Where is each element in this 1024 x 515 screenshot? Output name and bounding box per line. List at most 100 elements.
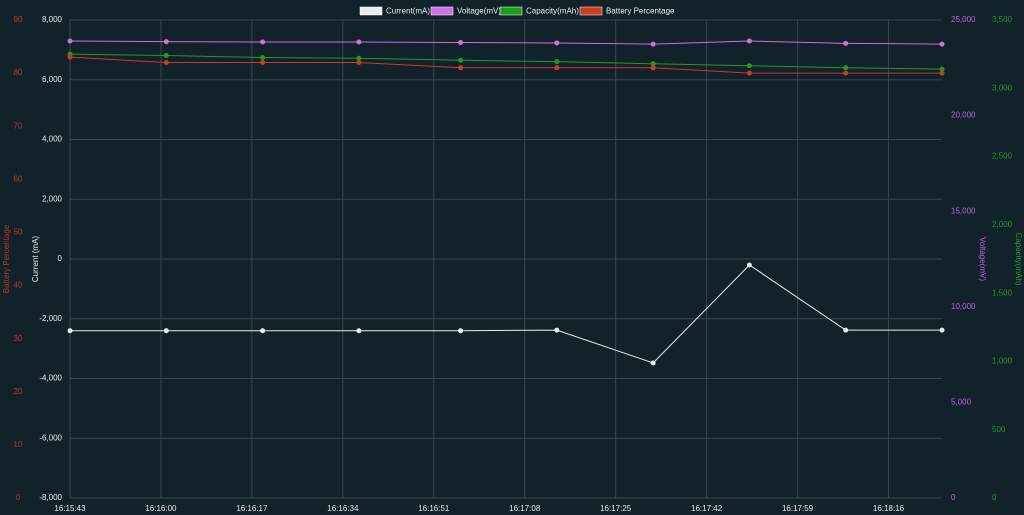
- data-point: [163, 39, 169, 45]
- series-line: [69, 40, 943, 45]
- y4-tick-label: 80: [14, 68, 23, 77]
- data-point: [67, 54, 73, 60]
- data-point: [650, 65, 656, 71]
- y3-tick-label: 2,000: [992, 220, 1013, 229]
- y4-tick-label: 70: [14, 121, 23, 130]
- y2-tick-label: 5,000: [951, 398, 972, 407]
- data-point: [458, 65, 464, 71]
- legend-label: Voltage(mV): [457, 7, 501, 16]
- legend-swatch[interactable]: [430, 6, 454, 16]
- y-tick-label: 2,000: [42, 194, 63, 203]
- data-point: [554, 40, 560, 46]
- y-tick-label: 8,000: [42, 15, 63, 24]
- data-point: [746, 63, 752, 69]
- data-point: [67, 328, 73, 334]
- data-point: [458, 328, 464, 334]
- y3-tick-label: 3,500: [992, 15, 1013, 24]
- data-point: [356, 55, 362, 61]
- data-point: [746, 70, 752, 76]
- x-tick-label: 16:15:43: [54, 504, 86, 513]
- series-line: [70, 264, 942, 364]
- y4-tick-label: 20: [14, 387, 23, 396]
- y-tick-label: -4,000: [39, 374, 62, 383]
- data-point: [843, 40, 849, 46]
- y3-tick-label: 0: [992, 493, 997, 502]
- y-tick-label: -8,000: [39, 493, 62, 502]
- data-point: [260, 328, 266, 334]
- y4-tick-label: 50: [14, 228, 23, 237]
- x-tick-label: 16:16:34: [327, 504, 359, 513]
- y-tick-label: 4,000: [42, 135, 63, 144]
- y2-tick-label: 20,000: [951, 111, 976, 120]
- legend-swatch[interactable]: [359, 6, 383, 16]
- y-tick-label: -2,000: [39, 314, 62, 323]
- legend-swatch[interactable]: [579, 6, 603, 16]
- data-point: [554, 65, 560, 71]
- series-line: [69, 53, 943, 70]
- data-point: [554, 327, 560, 333]
- data-point: [356, 59, 362, 65]
- data-point: [939, 41, 945, 47]
- data-point: [163, 59, 169, 65]
- y3-tick-label: 1,000: [992, 357, 1013, 366]
- data-point: [67, 38, 73, 44]
- y3-axis-label: Capacity(mAh): [1014, 233, 1023, 286]
- data-point: [163, 328, 169, 334]
- x-tick-label: 16:17:08: [509, 504, 541, 513]
- series-line: [69, 56, 942, 74]
- data-point: [458, 40, 464, 46]
- data-point: [939, 70, 945, 76]
- data-point: [746, 38, 752, 44]
- y-axis-label: Current (mA): [31, 236, 40, 283]
- y2-tick-label: 25,000: [951, 15, 976, 24]
- y2-tick-label: 15,000: [951, 206, 976, 215]
- y4-axis-label: Battery Percentage: [2, 224, 11, 293]
- y4-tick-label: 10: [14, 440, 23, 449]
- data-point: [650, 41, 656, 47]
- data-point: [843, 65, 849, 71]
- y2-axis-label: Voltage(mV): [978, 237, 987, 281]
- y-tick-label: -6,000: [39, 433, 62, 442]
- data-point: [163, 53, 169, 59]
- y-tick-label: 0: [58, 254, 63, 263]
- y3-tick-label: 3,000: [992, 83, 1013, 92]
- data-point: [260, 59, 266, 65]
- data-point: [843, 327, 849, 333]
- legend-swatch[interactable]: [499, 6, 523, 16]
- x-tick-label: 16:16:17: [236, 504, 268, 513]
- legend-label: Current(mA): [386, 7, 430, 16]
- y4-tick-label: 60: [14, 174, 23, 183]
- y3-tick-label: 1,500: [992, 288, 1013, 297]
- y3-tick-label: 500: [992, 425, 1006, 434]
- y2-tick-label: 10,000: [951, 302, 976, 311]
- x-tick-label: 16:18:16: [873, 504, 905, 513]
- y4-tick-label: 0: [16, 493, 21, 502]
- x-tick-label: 16:16:51: [418, 504, 450, 513]
- y3-tick-label: 2,500: [992, 152, 1013, 161]
- data-point: [843, 70, 849, 76]
- data-point: [458, 57, 464, 63]
- legend-label: Battery Percentage: [606, 7, 675, 16]
- data-point: [939, 66, 945, 72]
- data-point: [650, 61, 656, 67]
- x-tick-label: 16:17:42: [691, 504, 723, 513]
- y4-tick-label: 40: [14, 281, 23, 290]
- data-point: [939, 327, 945, 333]
- y4-tick-label: 90: [14, 15, 23, 24]
- data-point: [650, 360, 656, 366]
- legend-label: Capacity(mAh): [526, 7, 579, 16]
- x-tick-label: 16:17:25: [600, 504, 632, 513]
- y-tick-label: 6,000: [42, 75, 63, 84]
- data-point: [554, 59, 560, 65]
- y2-tick-label: 0: [951, 493, 956, 502]
- data-point: [260, 55, 266, 61]
- data-point: [356, 328, 362, 334]
- x-tick-label: 16:16:00: [145, 504, 177, 513]
- y4-tick-label: 30: [14, 334, 23, 343]
- x-tick-label: 16:17:59: [782, 504, 814, 513]
- data-point: [356, 39, 362, 45]
- data-point: [260, 39, 266, 45]
- data-point: [746, 262, 752, 268]
